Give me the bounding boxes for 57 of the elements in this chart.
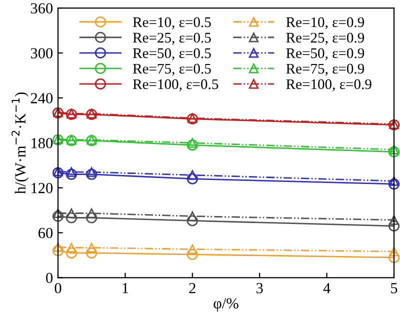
point [388, 220, 400, 232]
point [53, 208, 63, 218]
x-tick-label: 2 [189, 283, 196, 294]
y-tick-label: 240 [30, 93, 53, 104]
point [66, 212, 77, 224]
point [388, 178, 400, 190]
point [52, 210, 64, 222]
point [389, 144, 399, 154]
x-tick-label: 3 [256, 283, 263, 294]
point [186, 248, 198, 260]
x-axis-title: φ/% [214, 298, 238, 312]
point [86, 242, 96, 253]
y-tick-label: 300 [30, 48, 53, 58]
point [188, 211, 198, 222]
point [86, 168, 98, 180]
point [186, 173, 198, 184]
legend-label: Re=75, ε=0.9 [286, 64, 364, 76]
x-tick-label: 5 [391, 283, 398, 294]
point [186, 140, 198, 151]
y-tick-label: 120 [32, 182, 53, 194]
point [86, 212, 98, 224]
point [66, 242, 76, 253]
legend-label: Re=25, ε=0.5 [132, 32, 211, 45]
point [188, 244, 198, 254]
point [66, 168, 77, 180]
y-tick-label: 60 [38, 228, 53, 238]
legend-label: Re=50, ε=0.5 [132, 48, 211, 60]
legend-label: Re=10, ε=0.9 [286, 17, 364, 30]
legend-label: Re=50, ε=0.9 [286, 48, 364, 60]
x-tick-label: 1 [122, 283, 128, 294]
point [389, 246, 399, 256]
legend-label: Re=75, ε=0.5 [132, 64, 211, 76]
point [389, 215, 399, 225]
y-tick-label: 0 [46, 272, 53, 284]
legend-label: Re=10, ε=0.5 [132, 17, 211, 30]
point [66, 247, 77, 259]
point [389, 176, 399, 186]
point [86, 247, 98, 259]
point [66, 208, 76, 218]
point [188, 170, 198, 180]
point [388, 146, 400, 158]
y-tick-label: 180 [32, 138, 53, 148]
point [188, 138, 198, 148]
point [388, 252, 400, 263]
point [66, 167, 76, 177]
point [86, 167, 96, 177]
legend-label: Re=100, ε=0.5 [132, 79, 218, 92]
legend-label: Re=25, ε=0.9 [286, 32, 364, 45]
point [186, 215, 198, 226]
x-tick-label: 0 [54, 282, 62, 294]
legend-label: Re=100, ε=0.9 [286, 79, 372, 92]
x-tick-label: 4 [323, 283, 330, 294]
point [86, 208, 96, 218]
point [53, 242, 63, 252]
y-tick-label: 360 [30, 3, 53, 14]
point [52, 245, 64, 256]
y-axis-title: h/(W·m$^{−2}$·K$^{−1}$) [12, 92, 29, 194]
